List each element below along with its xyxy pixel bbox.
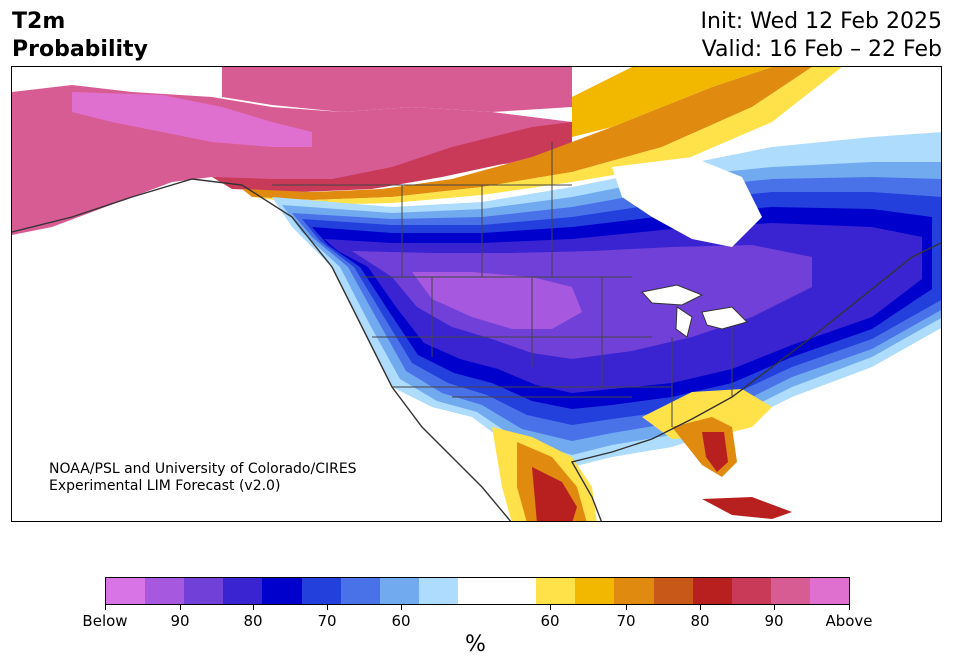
- colorbar-segment: [457, 578, 498, 604]
- colorbar-tick: [700, 605, 701, 610]
- warm-core-mexico: [532, 467, 577, 521]
- colorbar-tick: [401, 605, 402, 610]
- hudson-bay: [612, 157, 762, 247]
- warm-band-red: [212, 122, 572, 192]
- credit-line2: Experimental LIM Forecast (v2.0): [49, 478, 281, 494]
- colorbar-segment: [731, 578, 771, 604]
- colorbar-label: 70: [317, 612, 337, 630]
- title-variable: T2m: [12, 9, 66, 34]
- colorbar-label: 90: [764, 612, 784, 630]
- colorbar-tick: [550, 605, 551, 610]
- colorbar-label: 60: [540, 612, 560, 630]
- colorbar-label: 90: [170, 612, 190, 630]
- colorbar-label: Below: [82, 612, 128, 630]
- colorbar-tick: [774, 605, 775, 610]
- great-lakes: [641, 284, 748, 338]
- coastline: [12, 178, 941, 521]
- colorbar-segment: [809, 578, 850, 604]
- colorbar-label: 60: [391, 612, 411, 630]
- warm-band-gold: [572, 67, 772, 137]
- colorbar-unit: %: [465, 632, 486, 657]
- colorbar-segment: [497, 578, 537, 604]
- colorbar-tick: [105, 605, 106, 610]
- colorbar-segment: [418, 578, 458, 604]
- colorbar-segment: [770, 578, 810, 604]
- init-date: Init: Wed 12 Feb 2025: [700, 9, 942, 34]
- warm-band-yellow: [252, 67, 842, 205]
- colorbar: [105, 577, 850, 605]
- colorbar-segment: [575, 578, 615, 604]
- colorbar-segment: [614, 578, 654, 604]
- warm-region-cuba: [702, 497, 792, 519]
- forecast-dates: Init: Wed 12 Feb 2025 Valid: 16 Feb – 22…: [701, 8, 942, 64]
- cold-band-90: [412, 272, 582, 329]
- credit-text: NOAA/PSL and University of Colorado/CIRE…: [49, 461, 357, 495]
- colorbar-segment: [536, 578, 576, 604]
- forecast-map: [11, 66, 942, 522]
- title-product: Probability: [12, 37, 148, 62]
- colorbar-tick: [849, 605, 850, 610]
- colorbar-tick: [626, 605, 627, 610]
- colorbar-tick: [327, 605, 328, 610]
- colorbar-segment: [379, 578, 419, 604]
- colorbar-segment: [106, 578, 146, 604]
- warm-band-orange: [242, 67, 812, 200]
- colorbar-segment: [653, 578, 693, 604]
- colorbar-segment: [692, 578, 732, 604]
- colorbar-segment: [145, 578, 185, 604]
- colorbar-label: 70: [616, 612, 636, 630]
- colorbar-segment: [340, 578, 380, 604]
- colorbar-label: 80: [243, 612, 263, 630]
- colorbar-segment: [184, 578, 224, 604]
- colorbar-tick: [253, 605, 254, 610]
- map-title: T2m Probability: [12, 8, 148, 64]
- colorbar-label: Above: [825, 612, 873, 630]
- warm-region-greenland: [222, 67, 572, 112]
- warm-core-alaska: [72, 92, 312, 147]
- warm-core-florida: [702, 432, 728, 472]
- credit-line1: NOAA/PSL and University of Colorado/CIRE…: [49, 461, 357, 477]
- political-borders: [272, 142, 733, 427]
- colorbar-label: 80: [690, 612, 710, 630]
- valid-dates: Valid: 16 Feb – 22 Feb: [701, 37, 942, 62]
- colorbar-tick: [180, 605, 181, 610]
- colorbar-segment: [223, 578, 263, 604]
- map-svg: [12, 67, 941, 521]
- colorbar-segment: [301, 578, 341, 604]
- colorbar-segment: [262, 578, 302, 604]
